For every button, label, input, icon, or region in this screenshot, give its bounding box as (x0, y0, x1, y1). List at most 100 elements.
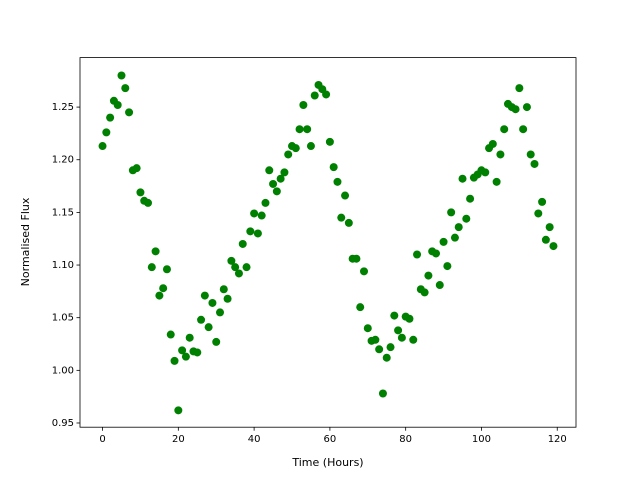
point (181, 352, 190, 361)
point (280, 168, 289, 177)
point (405, 314, 414, 323)
point (193, 348, 202, 357)
point (481, 168, 490, 177)
point (261, 198, 270, 207)
point (352, 254, 361, 263)
x-tick-label: 60 (324, 434, 337, 445)
point (541, 235, 550, 244)
point (238, 239, 247, 248)
point (375, 345, 384, 354)
point (325, 137, 334, 146)
point (272, 187, 281, 196)
y-tick-label: 1.05 (52, 313, 74, 324)
point (144, 198, 153, 207)
point (534, 209, 543, 218)
point (291, 144, 300, 153)
point (431, 249, 440, 258)
point (511, 105, 520, 114)
point (306, 142, 315, 151)
point (102, 128, 111, 137)
point (219, 285, 228, 294)
point (492, 177, 501, 186)
point (223, 294, 232, 303)
point (310, 91, 319, 100)
point (155, 291, 164, 300)
point (363, 324, 372, 333)
point (356, 303, 365, 312)
point (246, 227, 255, 236)
y-tick-label: 1.20 (52, 155, 74, 166)
point (121, 84, 130, 93)
point (450, 233, 459, 242)
point (200, 291, 209, 300)
point (390, 311, 399, 320)
point (284, 150, 293, 159)
point (113, 100, 122, 109)
x-tick-label: 40 (248, 434, 261, 445)
point (462, 214, 471, 223)
y-axis-label: Normalised Flux (19, 197, 32, 286)
point (439, 237, 448, 246)
point (208, 298, 217, 307)
point (159, 284, 168, 293)
point (299, 100, 308, 109)
point (443, 262, 452, 271)
point (344, 218, 353, 227)
point (276, 174, 285, 183)
point (250, 209, 259, 218)
point (424, 271, 433, 280)
point (231, 263, 240, 272)
point (371, 335, 380, 344)
point (454, 223, 463, 232)
point (526, 150, 535, 159)
point (530, 159, 539, 168)
y-tick-label: 1.15 (52, 207, 74, 218)
point (125, 108, 134, 117)
point (136, 188, 145, 197)
point (253, 229, 262, 238)
y-tick-label: 1.10 (52, 260, 74, 271)
point (174, 406, 183, 415)
x-tick-label: 100 (472, 434, 491, 445)
point (170, 356, 179, 365)
point (386, 343, 395, 352)
y-tick-label: 1.25 (52, 102, 74, 113)
point (197, 315, 206, 324)
point (500, 125, 509, 134)
x-tick-label: 0 (99, 434, 105, 445)
y-tick-label: 1.00 (52, 365, 74, 376)
point (166, 330, 175, 339)
point (545, 223, 554, 232)
x-axis-label: Time (Hours) (291, 456, 363, 469)
point (242, 263, 251, 272)
point (488, 139, 497, 148)
point (295, 125, 304, 134)
point (420, 288, 429, 297)
point (151, 247, 160, 256)
point (162, 265, 171, 274)
point (538, 197, 547, 206)
axes-frame (79, 57, 577, 428)
point (359, 267, 368, 276)
point (269, 179, 278, 188)
point (341, 191, 350, 200)
point (435, 281, 444, 290)
point (382, 353, 391, 362)
point (178, 346, 187, 355)
x-tick-label: 80 (399, 434, 412, 445)
point (458, 174, 467, 183)
x-tick-label: 120 (548, 434, 567, 445)
point (496, 150, 505, 159)
point (397, 333, 406, 342)
point (378, 389, 387, 398)
point (466, 194, 475, 203)
point (409, 335, 418, 344)
point (117, 71, 126, 80)
point (216, 308, 225, 317)
point (522, 103, 531, 112)
point (394, 326, 403, 335)
point (337, 213, 346, 222)
x-tick-label: 20 (172, 434, 185, 445)
point (515, 84, 524, 93)
